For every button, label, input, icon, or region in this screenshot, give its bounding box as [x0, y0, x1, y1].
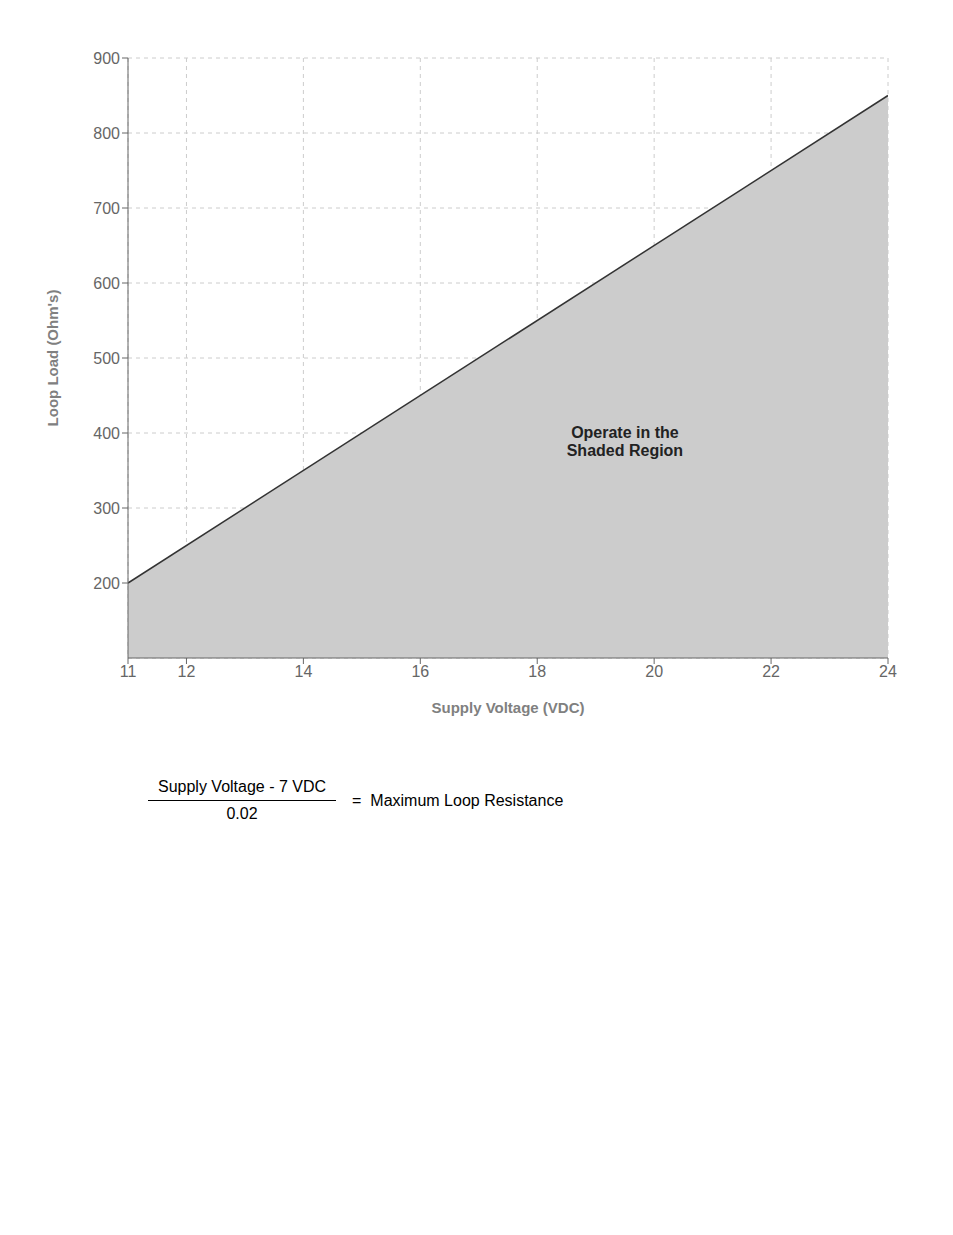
svg-text:11: 11	[120, 663, 137, 680]
svg-text:400: 400	[93, 425, 120, 442]
svg-text:16: 16	[411, 663, 429, 680]
svg-text:Loop Load (Ohm's): Loop Load (Ohm's)	[44, 290, 61, 427]
svg-text:24: 24	[879, 663, 897, 680]
svg-text:Supply Voltage (VDC): Supply Voltage (VDC)	[431, 699, 584, 716]
svg-text:14: 14	[294, 663, 312, 680]
svg-text:500: 500	[93, 350, 120, 367]
svg-text:900: 900	[93, 50, 120, 67]
svg-text:22: 22	[762, 663, 780, 680]
html-text:= Maximum Loop Resistance: = Maximum Loop Resistance	[352, 791, 564, 809]
svg-text:200: 200	[93, 575, 120, 592]
svg-text:600: 600	[93, 275, 120, 292]
html-text:Supply Voltage - 7 VDC: Supply Voltage - 7 VDC	[158, 778, 327, 795]
svg-text:800: 800	[93, 125, 120, 142]
svg-text:700: 700	[93, 200, 120, 217]
svg-text:18: 18	[528, 663, 546, 680]
svg-text:Operate in theShaded Region: Operate in theShaded Region	[567, 423, 683, 458]
svg-text:20: 20	[645, 663, 663, 680]
html-text:0.02: 0.02	[226, 805, 258, 822]
svg-text:12: 12	[178, 663, 196, 680]
svg-text:300: 300	[93, 500, 120, 517]
